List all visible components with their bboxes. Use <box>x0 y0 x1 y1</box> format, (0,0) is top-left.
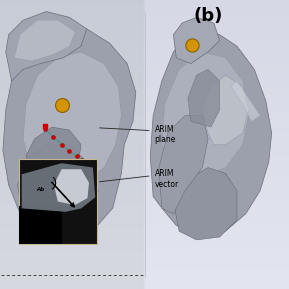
Polygon shape <box>150 29 272 237</box>
Polygon shape <box>173 168 237 240</box>
Point <box>74 154 79 158</box>
Polygon shape <box>22 163 95 212</box>
Polygon shape <box>159 116 208 214</box>
Polygon shape <box>54 169 89 205</box>
Point <box>190 42 194 47</box>
Point <box>90 161 95 166</box>
Point <box>42 126 47 131</box>
Point <box>60 142 64 147</box>
Text: Ab: Ab <box>36 187 44 192</box>
Point <box>60 103 64 108</box>
Point <box>86 160 90 164</box>
Polygon shape <box>26 127 81 185</box>
Polygon shape <box>17 144 98 240</box>
Point <box>51 135 56 140</box>
Point <box>80 157 85 162</box>
Polygon shape <box>23 52 121 191</box>
Polygon shape <box>202 75 249 144</box>
Polygon shape <box>3 23 136 243</box>
Polygon shape <box>6 12 87 81</box>
Text: ARIM
plane: ARIM plane <box>155 125 176 144</box>
Polygon shape <box>173 17 220 64</box>
Polygon shape <box>188 69 220 127</box>
Text: (b): (b) <box>193 7 223 25</box>
Text: ARIM
vector: ARIM vector <box>155 169 179 189</box>
FancyBboxPatch shape <box>19 159 97 244</box>
Polygon shape <box>231 81 260 121</box>
FancyBboxPatch shape <box>19 206 62 244</box>
Polygon shape <box>14 20 75 61</box>
Point <box>67 149 72 153</box>
Polygon shape <box>162 52 249 179</box>
Point <box>42 123 47 128</box>
